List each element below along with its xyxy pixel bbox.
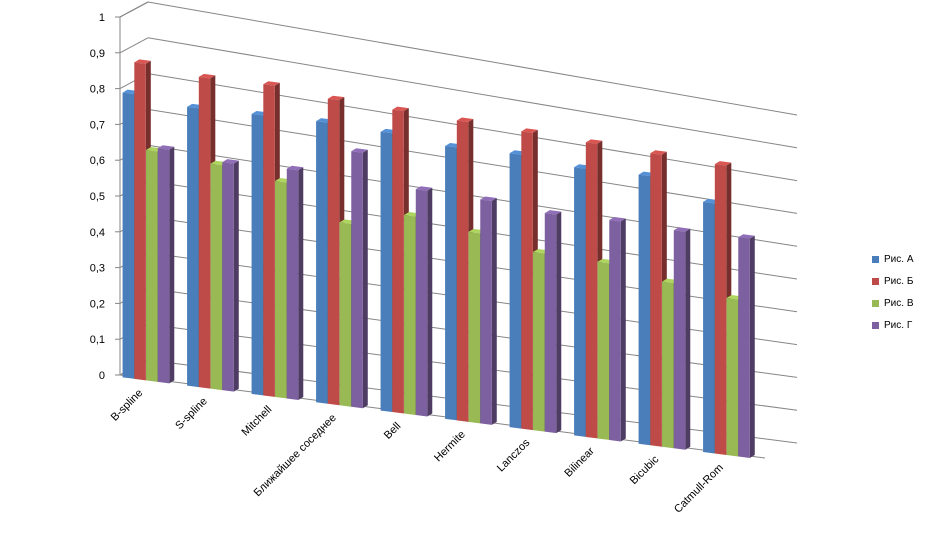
legend-label: Рис. А <box>884 253 914 265</box>
category-label: Lanczos <box>495 437 533 475</box>
legend-item: Рис. Б <box>872 270 932 292</box>
legend-item: Рис. В <box>872 292 932 314</box>
bar <box>544 210 562 434</box>
category-label: Hermite <box>432 429 468 465</box>
category-label: Bicubic <box>628 453 662 487</box>
y-axis-ticks: 0 0,1 0,2 0,3 0,4 0,5 0,6 0,7 0,8 0,9 1 <box>90 12 120 382</box>
y-tick-label: 0,4 <box>90 227 105 239</box>
gridline <box>147 1 798 116</box>
y-tick-label: 1 <box>99 12 105 24</box>
legend-swatch <box>872 277 879 285</box>
gridline-wall <box>119 1 149 18</box>
y-tick-label: 0,9 <box>90 48 105 60</box>
bar <box>286 165 304 400</box>
bars <box>122 59 755 459</box>
category-label: Mitchell <box>239 404 274 439</box>
y-tick-label: 0,7 <box>90 119 105 131</box>
category-label: S-spline <box>173 395 210 432</box>
y-tick-label: 0 <box>99 370 105 382</box>
category-label: Bilinear <box>562 445 597 480</box>
legend-swatch <box>872 299 879 307</box>
legend: Рис. А Рис. Б Рис. В Рис. Г <box>872 248 932 336</box>
bar <box>351 148 368 409</box>
gridline-wall <box>119 37 149 54</box>
bar <box>609 217 626 442</box>
category-label: Catmull-Rom <box>672 462 726 516</box>
y-tick-label: 0,2 <box>90 298 105 310</box>
bar <box>157 145 175 384</box>
legend-item: Рис. А <box>872 248 932 270</box>
category-label: Ближайшее соседнее <box>252 412 339 499</box>
category-label: B-spline <box>109 387 146 424</box>
y-tick-label: 0,1 <box>90 334 105 346</box>
bar <box>673 227 691 450</box>
legend-item: Рис. Г <box>872 314 932 336</box>
legend-label: Рис. Б <box>884 275 914 287</box>
category-label: Bell <box>382 420 403 441</box>
y-tick-label: 0,6 <box>90 155 105 167</box>
legend-swatch <box>872 255 879 263</box>
bar <box>738 234 755 459</box>
legend-swatch <box>872 321 879 329</box>
y-tick-label: 0,8 <box>90 84 105 96</box>
y-tick-label: 0,3 <box>90 263 105 275</box>
legend-label: Рис. В <box>884 297 914 309</box>
bar <box>480 196 497 425</box>
y-tick-label: 0,5 <box>90 191 105 203</box>
gridline <box>147 37 798 149</box>
legend-label: Рис. Г <box>884 319 913 331</box>
bar <box>222 159 239 392</box>
bar <box>415 186 433 417</box>
